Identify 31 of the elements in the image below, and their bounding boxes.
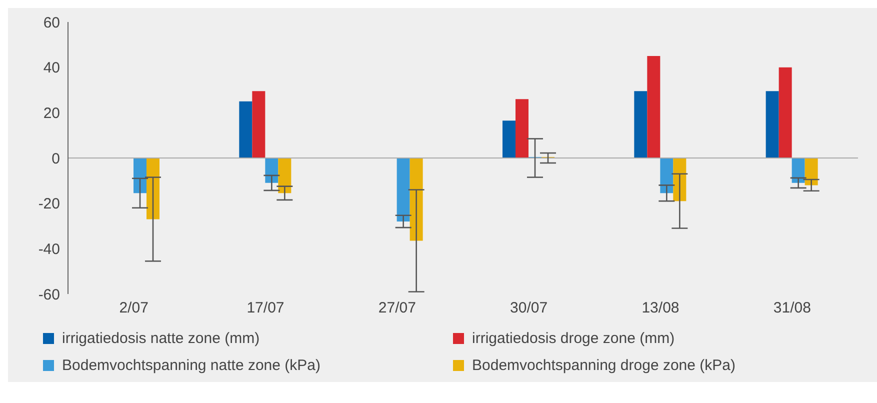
bar <box>134 158 146 194</box>
x-tick-label: 13/08 <box>642 300 680 317</box>
x-tick-label: 27/07 <box>378 300 416 317</box>
y-tick-label: 60 <box>43 14 60 32</box>
x-tick-label: 2/07 <box>119 300 148 317</box>
x-tick-label: 30/07 <box>510 300 548 317</box>
bar <box>146 158 160 220</box>
y-tick-label: 20 <box>43 104 60 122</box>
bar <box>396 158 410 222</box>
legend-label: irrigatiedosis natte zone (mm) <box>62 330 260 347</box>
y-tick-label: -40 <box>38 240 60 258</box>
bar <box>252 91 266 158</box>
bar <box>502 120 516 158</box>
bar <box>516 99 528 158</box>
legend-label: irrigatiedosis droge zone (mm) <box>472 330 675 347</box>
bar <box>766 91 779 158</box>
bar <box>239 101 252 158</box>
legend-label: Bodemvochtspanning droge zone (kPa) <box>472 357 736 374</box>
legend-label: Bodemvochtspanning natte zone (kPa) <box>62 357 320 374</box>
y-tick-label: 40 <box>43 60 60 77</box>
bar <box>647 56 660 158</box>
bar <box>778 67 792 158</box>
bar <box>792 158 805 183</box>
bar <box>634 91 648 158</box>
y-tick-label: -60 <box>38 286 60 304</box>
y-tick-label: -20 <box>38 196 60 213</box>
bar <box>410 158 423 241</box>
x-tick-label: 17/07 <box>246 300 284 317</box>
x-tick-label: 31/08 <box>773 300 811 317</box>
y-tick-label: 0 <box>52 150 60 168</box>
bar <box>804 158 818 186</box>
